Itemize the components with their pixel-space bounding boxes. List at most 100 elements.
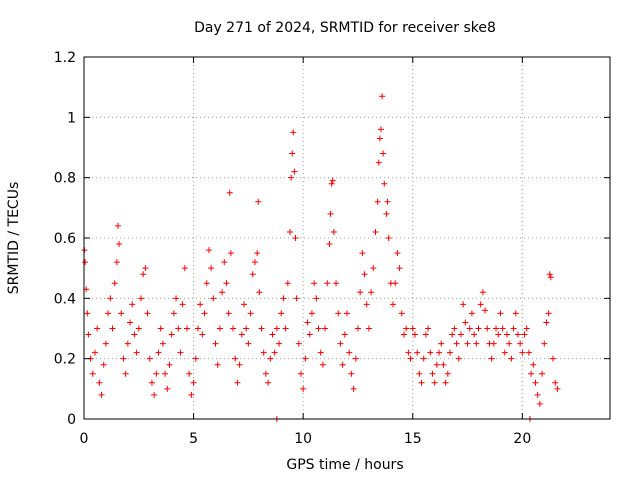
- data-point: [457, 331, 464, 338]
- y-tick-label: 0.4: [54, 291, 76, 307]
- y-tick-label: 0.8: [54, 171, 76, 187]
- data-point: [107, 295, 114, 302]
- x-tick-label: 10: [294, 431, 312, 447]
- y-axis-label: SRMTID / TECUs: [6, 182, 22, 295]
- data-point: [94, 325, 101, 332]
- data-point: [114, 222, 121, 229]
- data-point: [284, 280, 291, 287]
- data-point: [466, 325, 473, 332]
- data-point: [361, 271, 368, 278]
- x-tick-label: 15: [404, 431, 422, 447]
- data-point: [422, 331, 429, 338]
- data-point: [260, 349, 267, 356]
- data-point: [379, 93, 386, 100]
- data-point: [512, 310, 519, 317]
- data-point: [326, 241, 333, 248]
- data-point: [350, 385, 357, 392]
- data-point: [528, 370, 535, 377]
- data-point: [400, 331, 407, 338]
- data-point: [354, 325, 361, 332]
- data-point: [475, 325, 482, 332]
- data-point: [497, 310, 504, 317]
- data-point: [155, 349, 162, 356]
- data-point: [322, 325, 329, 332]
- data-point: [96, 379, 103, 386]
- data-point: [245, 340, 252, 347]
- data-point: [377, 126, 384, 133]
- data-point: [238, 331, 245, 338]
- x-tick-label: 5: [189, 431, 198, 447]
- data-point: [131, 331, 138, 338]
- data-point: [380, 150, 387, 157]
- data-point: [385, 235, 392, 241]
- data-point: [530, 361, 537, 368]
- data-point: [436, 349, 443, 356]
- data-point: [148, 379, 155, 386]
- data-point: [506, 340, 513, 347]
- data-point: [543, 319, 550, 326]
- data-point: [201, 310, 208, 317]
- data-point: [484, 325, 491, 332]
- data-point: [482, 307, 489, 314]
- data-point: [214, 361, 221, 368]
- x-tick-label: 0: [80, 431, 89, 447]
- data-point: [468, 310, 475, 317]
- data-point: [151, 391, 158, 398]
- y-tick-label: 1.2: [54, 50, 76, 66]
- data-point: [243, 325, 250, 332]
- data-point: [271, 349, 278, 356]
- data-point: [396, 265, 403, 272]
- data-point: [521, 331, 528, 338]
- data-point: [339, 361, 346, 368]
- data-point: [337, 340, 344, 347]
- data-point: [329, 177, 336, 184]
- data-point: [240, 301, 247, 308]
- data-point: [100, 361, 107, 368]
- axis-ticks: 0 0.2 0.4 0.6 0.8 1 1.2 0 5 10 15 20: [54, 50, 610, 447]
- data-point: [438, 340, 445, 347]
- data-point: [514, 331, 521, 338]
- data-point: [111, 280, 118, 287]
- data-point: [140, 271, 147, 278]
- data-point: [208, 265, 215, 272]
- data-point: [414, 349, 421, 356]
- data-point: [127, 319, 134, 326]
- data-point: [352, 355, 359, 362]
- data-point: [137, 295, 144, 302]
- data-point: [447, 349, 454, 356]
- data-point: [122, 370, 129, 377]
- data-point: [84, 310, 91, 317]
- data-point: [98, 391, 105, 398]
- data-point: [335, 310, 342, 317]
- data-point: [534, 391, 541, 398]
- data-point: [308, 310, 315, 317]
- data-point: [324, 280, 331, 287]
- data-point: [390, 301, 397, 308]
- data-point: [392, 280, 399, 287]
- data-point: [192, 355, 199, 362]
- data-point: [181, 265, 188, 272]
- data-point: [289, 150, 296, 157]
- data-point: [173, 295, 180, 302]
- data-point: [223, 280, 230, 287]
- data-point: [519, 349, 526, 356]
- data-point: [319, 361, 326, 368]
- data-point: [278, 310, 285, 317]
- data-point: [124, 340, 131, 347]
- data-point: [523, 325, 530, 332]
- data-point: [129, 301, 136, 308]
- data-point: [455, 355, 462, 362]
- data-point: [194, 325, 201, 332]
- data-point: [464, 340, 471, 347]
- data-point: [230, 325, 237, 332]
- data-point: [508, 355, 515, 362]
- data-point: [453, 340, 460, 347]
- data-point: [381, 180, 388, 187]
- data-point: [184, 325, 191, 332]
- data-point: [226, 189, 233, 196]
- data-point: [267, 355, 274, 362]
- data-point: [541, 340, 548, 347]
- data-point: [105, 310, 112, 317]
- data-point: [236, 361, 243, 368]
